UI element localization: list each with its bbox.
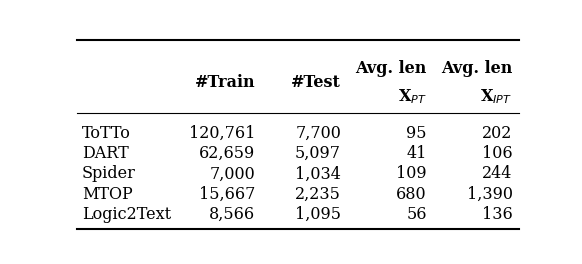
Text: 95: 95 <box>406 125 427 142</box>
Text: 56: 56 <box>406 206 427 223</box>
Text: Spider: Spider <box>81 166 136 182</box>
Text: 202: 202 <box>482 125 513 142</box>
Text: #Train: #Train <box>195 74 255 91</box>
Text: Avg. len: Avg. len <box>441 60 513 77</box>
Text: 5,097: 5,097 <box>295 145 341 162</box>
Text: 8,566: 8,566 <box>210 206 255 223</box>
Text: MTOP: MTOP <box>81 186 133 203</box>
Text: 244: 244 <box>482 166 513 182</box>
Text: 106: 106 <box>482 145 513 162</box>
Text: X$_{IPT}$: X$_{IPT}$ <box>480 87 513 106</box>
Text: 109: 109 <box>396 166 427 182</box>
Text: 136: 136 <box>482 206 513 223</box>
Text: Logic2Text: Logic2Text <box>81 206 171 223</box>
Text: 1,390: 1,390 <box>467 186 513 203</box>
Text: 15,667: 15,667 <box>199 186 255 203</box>
Text: ToTTo: ToTTo <box>81 125 130 142</box>
Text: DART: DART <box>81 145 129 162</box>
Text: 1,095: 1,095 <box>295 206 341 223</box>
Text: 680: 680 <box>396 186 427 203</box>
Text: Avg. len: Avg. len <box>356 60 427 77</box>
Text: 7,700: 7,700 <box>295 125 341 142</box>
Text: 1,034: 1,034 <box>295 166 341 182</box>
Text: 62,659: 62,659 <box>199 145 255 162</box>
Text: 41: 41 <box>406 145 427 162</box>
Text: 120,761: 120,761 <box>189 125 255 142</box>
Text: 7,000: 7,000 <box>210 166 255 182</box>
Text: X$_{PT}$: X$_{PT}$ <box>398 87 427 106</box>
Text: #Test: #Test <box>291 74 341 91</box>
Text: 2,235: 2,235 <box>295 186 341 203</box>
